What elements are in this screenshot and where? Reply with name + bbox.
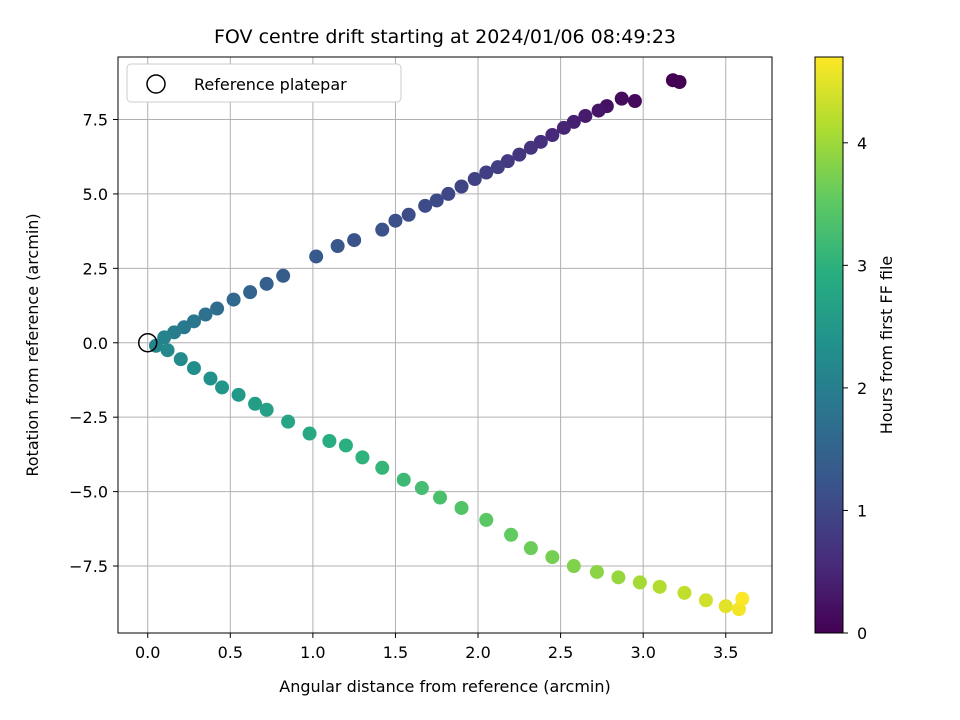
data-point [418, 198, 433, 213]
data-point [504, 527, 519, 542]
data-point [611, 570, 626, 585]
data-point [388, 213, 403, 228]
data-point [215, 380, 230, 395]
data-point [414, 481, 429, 496]
data-point [523, 541, 538, 556]
data-point [632, 575, 647, 590]
data-point [627, 94, 642, 109]
data-point [248, 396, 263, 411]
data-point [591, 103, 606, 118]
data-point [614, 91, 629, 106]
colorbar-tick-label: 4 [857, 134, 867, 153]
data-point [454, 500, 469, 515]
x-tick-label: 2.0 [465, 643, 490, 662]
data-point [672, 75, 687, 90]
data-point [467, 172, 482, 187]
data-point [490, 160, 505, 175]
data-point [355, 450, 370, 465]
y-axis-ticks: −7.5 −5.0 −2.5 0.0 2.5 5.0 7.5 [69, 111, 118, 576]
data-point [231, 387, 246, 402]
data-point [276, 268, 291, 283]
y-tick-label: −7.5 [69, 557, 108, 576]
data-point [545, 127, 560, 142]
data-point [259, 402, 274, 417]
data-point [523, 140, 538, 155]
y-tick-label: 7.5 [83, 111, 108, 130]
x-tick-label: 1.0 [300, 643, 325, 662]
data-point [698, 593, 713, 608]
data-point [401, 207, 416, 222]
data-point [479, 512, 494, 527]
x-axis-ticks: 0.0 0.5 1.0 1.5 2.0 2.5 3.0 3.5 [135, 633, 738, 662]
y-axis-label: Rotation from reference (arcmin) [23, 213, 42, 476]
data-point [243, 285, 258, 300]
y-tick-label: 2.5 [83, 259, 108, 278]
x-tick-label: 2.5 [548, 643, 573, 662]
plot-area [117, 56, 773, 634]
data-point [160, 343, 175, 358]
x-axis-label: Angular distance from reference (arcmin) [279, 677, 610, 696]
legend-label: Reference platepar [194, 75, 347, 94]
data-point [589, 564, 604, 579]
x-tick-label: 0.5 [218, 643, 243, 662]
data-point [454, 179, 469, 194]
data-point [210, 301, 225, 316]
colorbar-gradient [814, 56, 844, 634]
colorbar-tick-label: 1 [857, 501, 867, 520]
x-tick-label: 0.0 [135, 643, 160, 662]
data-point [302, 426, 317, 441]
data-point [173, 352, 188, 367]
colorbar-ticks: 0 1 2 3 4 [843, 134, 867, 643]
data-point [338, 438, 353, 453]
data-point [429, 193, 444, 208]
data-point [226, 292, 241, 307]
reference-platepar-marker [137, 333, 158, 353]
y-tick-label: −5.0 [69, 483, 108, 502]
y-tick-label: 0.0 [83, 334, 108, 353]
data-point [512, 147, 527, 162]
data-point [578, 108, 593, 123]
data-point [677, 585, 692, 600]
legend: Reference platepar [126, 63, 402, 103]
data-point [652, 579, 667, 594]
colorbar-tick-label: 0 [857, 624, 867, 643]
data-point [375, 460, 390, 475]
colorbar-tick-label: 2 [857, 379, 867, 398]
data-point [281, 414, 296, 429]
chart-title: FOV centre drift starting at 2024/01/06 … [214, 26, 676, 48]
data-point [322, 434, 337, 448]
data-point [375, 222, 390, 237]
x-tick-label: 3.5 [713, 643, 738, 662]
data-point [186, 361, 201, 376]
colorbar-label: Hours from first FF file [877, 256, 896, 435]
data-point [203, 371, 218, 386]
data-point [259, 276, 274, 291]
data-point [330, 239, 345, 254]
x-tick-label: 3.0 [630, 643, 655, 662]
scatter-points [148, 73, 750, 617]
data-point [479, 165, 494, 180]
data-point [347, 233, 362, 248]
data-point [433, 490, 448, 505]
data-point [735, 591, 750, 606]
legend-marker [146, 74, 166, 94]
y-tick-label: 5.0 [83, 185, 108, 204]
data-point [545, 550, 560, 565]
data-point [396, 472, 411, 487]
y-tick-label: −2.5 [69, 408, 108, 427]
data-point [441, 186, 456, 201]
data-point [718, 599, 733, 614]
colorbar: 0 1 2 3 4 Hours from first FF file [814, 56, 896, 643]
data-point [566, 559, 581, 574]
x-tick-label: 1.5 [383, 643, 408, 662]
colorbar-tick-label: 3 [857, 256, 867, 275]
data-point [198, 307, 213, 322]
data-point [556, 120, 571, 135]
data-point [309, 249, 324, 264]
